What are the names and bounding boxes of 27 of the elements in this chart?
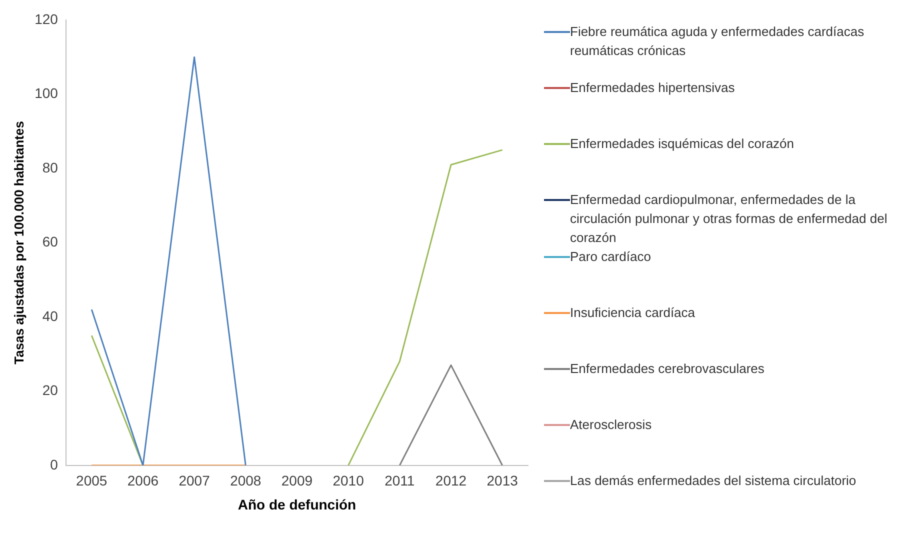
legend-label: Paro cardíaco [570, 248, 651, 266]
x-tick-label: 2006 [127, 472, 159, 489]
legend-label: Enfermedades cerebrovasculares [570, 360, 764, 378]
legend-label: Enfermedad cardiopulmonar, enfermedades de la circulación pulmonar y otras formas de enfermedad del corazón [570, 191, 888, 247]
x-tick-label: 2007 [178, 472, 210, 489]
y-tick-label: 0 [50, 456, 58, 472]
y-axis-title: Tasas ajustadas por 100.000 habitantes [11, 121, 26, 364]
x-tick-label: 2011 [384, 472, 415, 489]
y-tick-label: 20 [42, 382, 58, 398]
x-tick-label: 2008 [230, 472, 262, 489]
legend-label: Enfermedades isquémicas del corazón [570, 135, 794, 153]
y-tick-label: 40 [42, 308, 58, 324]
x-tick-label: 2005 [76, 472, 108, 489]
legend-label: Aterosclerosis [570, 416, 652, 434]
y-tick-label: 60 [42, 234, 58, 250]
legend-label: Enfermedades hipertensivas [570, 79, 735, 97]
y-tick-label: 100 [34, 85, 58, 102]
y-tick-label: 80 [42, 159, 58, 176]
x-tick-label: 2010 [332, 472, 364, 489]
legend-label: Insuficiencia cardíaca [570, 304, 696, 322]
x-axis-title: Año de defunción [238, 496, 356, 512]
x-tick-label: 2012 [435, 472, 467, 489]
y-tick-label: 120 [34, 10, 58, 27]
x-tick-label: 2009 [281, 472, 313, 489]
x-tick-label: 2013 [486, 472, 518, 489]
legend-label: Las demás enfermedades del sistema circulatorio [570, 472, 856, 490]
legend-label: Fiebre reumática aguda y enfermedades cardíacas reumáticas crónicas [570, 23, 866, 60]
